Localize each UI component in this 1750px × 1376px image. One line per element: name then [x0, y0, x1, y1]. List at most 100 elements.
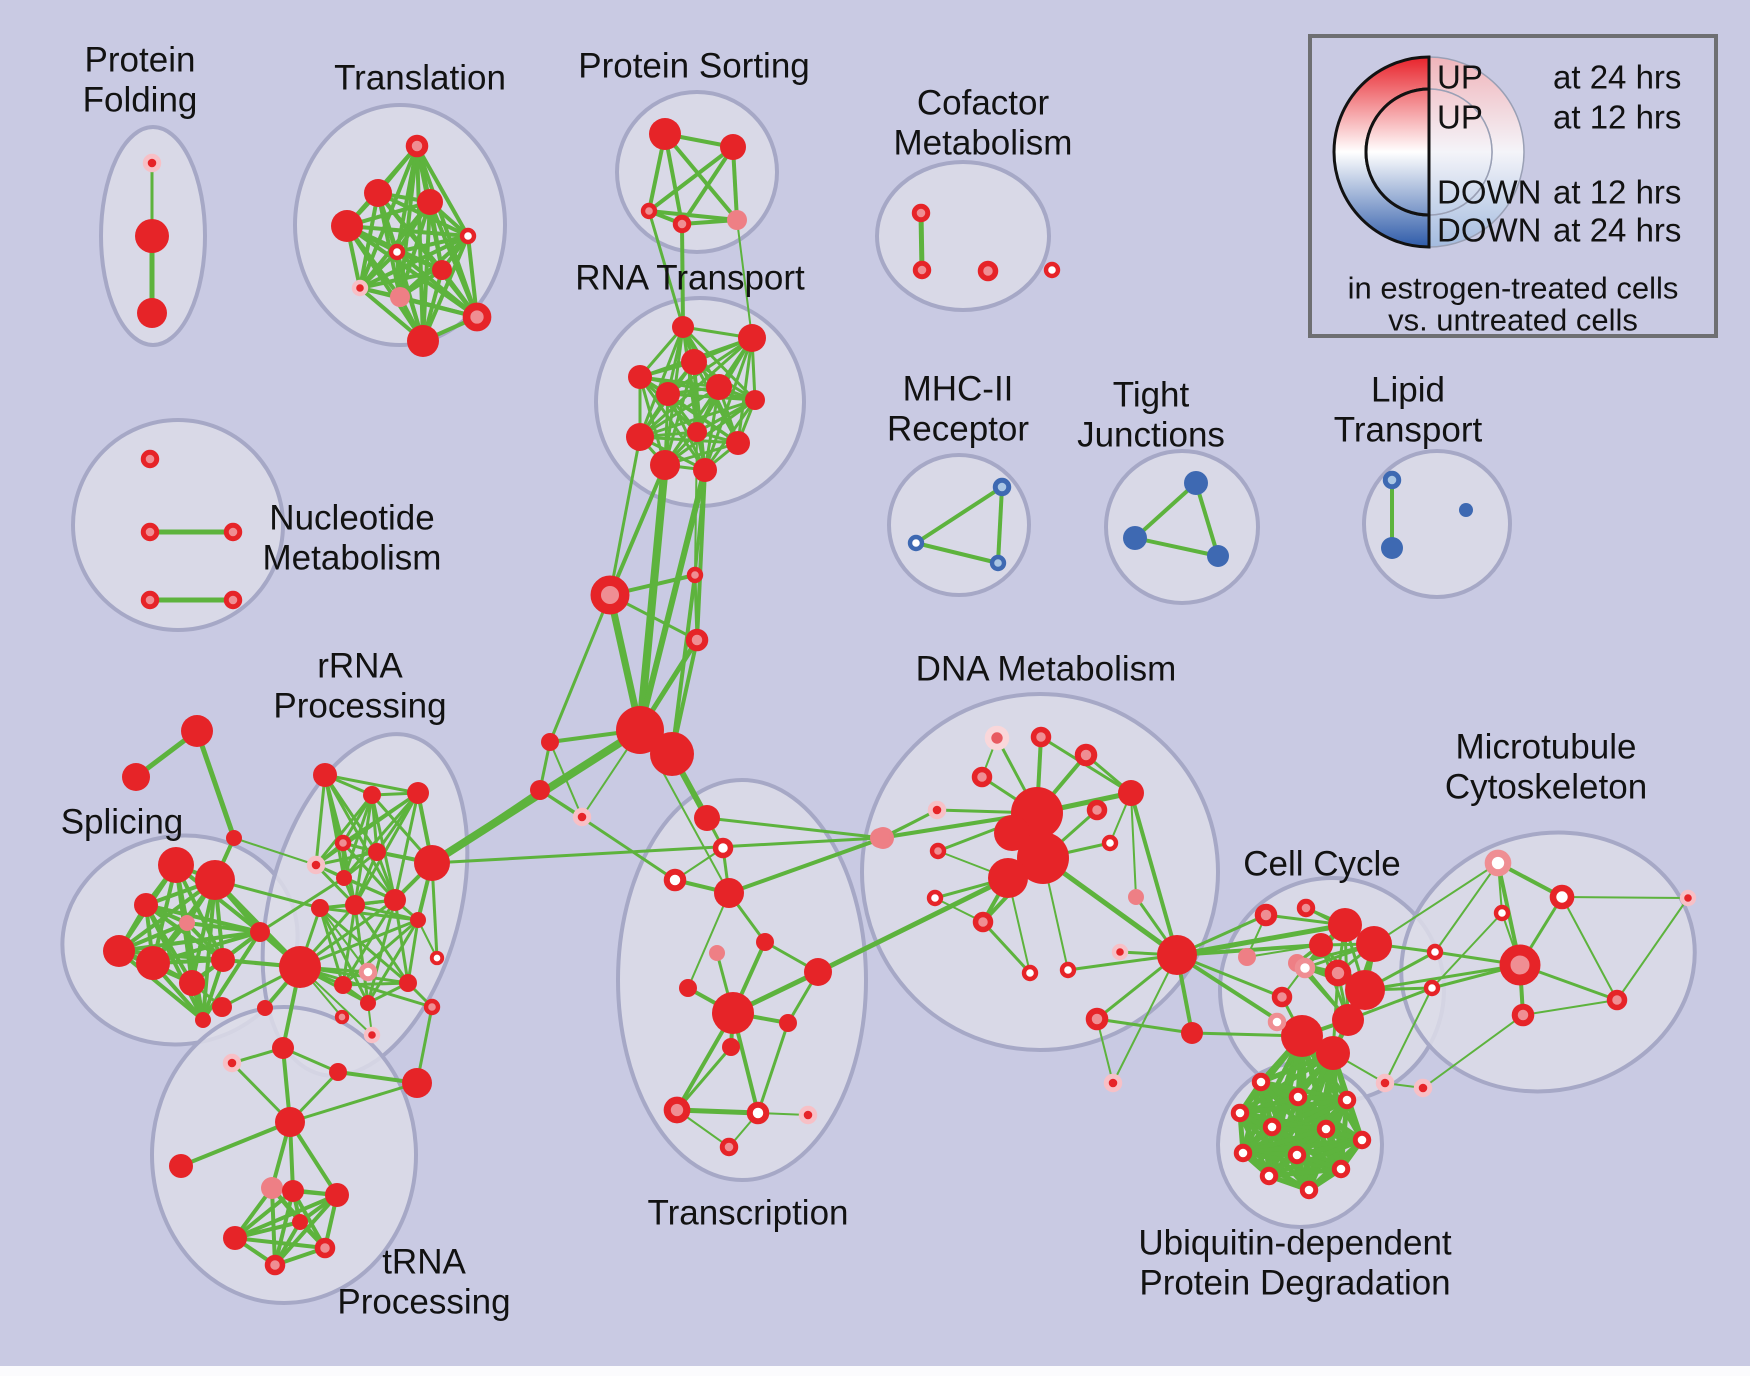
network-node-red: [414, 845, 450, 881]
network-edge: [1130, 792, 1137, 898]
network-node-red: [726, 431, 750, 455]
cluster-label-tight-junctions: Tight Junctions: [1077, 376, 1225, 455]
network-edge: [289, 1081, 418, 1124]
network-edge: [299, 965, 433, 1009]
network-edge: [728, 836, 884, 895]
network-node-ring_pink: [719, 1137, 739, 1157]
network-edge: [428, 201, 479, 318]
network-edge: [676, 1107, 759, 1116]
network-edge: [914, 485, 1004, 545]
network-node-ring_pink: [912, 260, 932, 280]
network-edge: [664, 398, 756, 467]
legend-time-1: at 12 hrs: [1553, 99, 1681, 136]
network-node-red: [1332, 1004, 1364, 1036]
network-node-red: [169, 1154, 193, 1178]
network-node-pink: [390, 287, 410, 307]
network-edge: [319, 907, 369, 973]
network-node-ring_pink: [1254, 903, 1278, 927]
cluster-label-transcription: Transcription: [648, 1194, 849, 1233]
network-node-halo: [572, 807, 592, 827]
network-node-red: [407, 325, 439, 357]
network-edge: [299, 918, 419, 969]
network-edge: [637, 469, 708, 731]
network-node-red: [282, 1180, 304, 1202]
network-edge: [358, 145, 419, 289]
network-edge: [431, 836, 881, 865]
network-edge: [636, 464, 669, 731]
cluster-label-protein-folding: Protein Folding: [83, 41, 198, 120]
legend-direction-0: UP: [1437, 59, 1483, 96]
network-node-red: [103, 935, 135, 967]
network-node-ring_pink: [1271, 986, 1293, 1008]
network-node-red: [345, 895, 365, 915]
cluster-label-translation: Translation: [334, 59, 506, 98]
network-node-red: [158, 847, 194, 883]
network-node-red: [334, 976, 352, 994]
network-node-red: [1316, 1036, 1350, 1070]
network-node-red: [179, 970, 205, 996]
network-node-red_pink_center: [590, 575, 630, 615]
network-node-red: [1345, 970, 1385, 1010]
network-edge: [608, 436, 642, 596]
network-node-ring_white: [1101, 834, 1119, 852]
network-node-ring_white: [1287, 1145, 1307, 1165]
network-edge: [680, 223, 685, 328]
cluster-mhc-ii-receptor: [887, 453, 1031, 597]
network-node-ring_pink: [334, 1009, 350, 1025]
network-node-ring_pink: [663, 1096, 691, 1124]
network-node-ring_white: [1059, 961, 1077, 979]
network-node-ring_pink: [314, 1237, 336, 1259]
network-node-red: [1356, 926, 1392, 962]
network-node-red: [410, 912, 426, 928]
network-node-red: [681, 349, 707, 375]
network-edge: [234, 1236, 326, 1250]
network-node-red: [137, 298, 167, 328]
network-edge: [359, 234, 469, 290]
network-node-red: [679, 979, 697, 997]
network-node-red: [656, 382, 680, 406]
cluster-label-cofactor-metabolism: Cofactor Metabolism: [894, 84, 1073, 163]
network-node-ring_pink: [672, 214, 692, 234]
network-edge: [638, 376, 667, 466]
cluster-label-dna-metabolism: DNA Metabolism: [916, 650, 1177, 689]
network-node-ring_pink: [140, 522, 160, 542]
network-node-ring_white: [1233, 1143, 1253, 1163]
network-node-halo: [306, 855, 326, 875]
network-edge: [233, 837, 317, 866]
network-node-red: [706, 374, 732, 400]
network-node-red: [325, 1183, 349, 1207]
network-node-halo: [351, 279, 369, 297]
network-edge: [319, 906, 409, 985]
network-edge: [1268, 1166, 1342, 1179]
network-edge: [756, 1022, 790, 1114]
network-node-red: [738, 324, 766, 352]
network-node-ring_pink: [1030, 726, 1052, 748]
network-node-red: [212, 997, 232, 1017]
network-node-red: [687, 422, 707, 442]
network-edge: [342, 792, 420, 879]
network-edge: [406, 919, 420, 984]
network-node-ring_white: [1021, 964, 1039, 982]
network-node-ring_white: [429, 950, 445, 966]
network-node-ring_pink: [911, 203, 931, 223]
network-node-red: [364, 179, 392, 207]
network-edge: [1422, 1014, 1524, 1089]
network-node-ring_white: [1288, 1087, 1308, 1107]
network-node-pink: [1238, 948, 1256, 966]
network-node-ring_blue: [989, 554, 1007, 572]
network-node-ring_white: [1423, 979, 1441, 997]
network-edge: [816, 875, 1010, 975]
network-node-ring_blue_white: [907, 534, 925, 552]
network-edge: [1134, 536, 1219, 558]
network-node-red_pink_center: [462, 302, 492, 332]
network-edge: [1194, 482, 1220, 557]
network-edge: [539, 788, 676, 882]
network-edge: [1176, 922, 1346, 958]
network-node-red: [134, 893, 158, 917]
cluster-label-nucleotide-metabolism: Nucleotide Metabolism: [263, 499, 442, 578]
network-node-blue: [1207, 545, 1229, 567]
network-edge: [152, 930, 261, 965]
network-node-red: [804, 958, 832, 986]
network-node-ring_white: [1352, 1130, 1372, 1150]
